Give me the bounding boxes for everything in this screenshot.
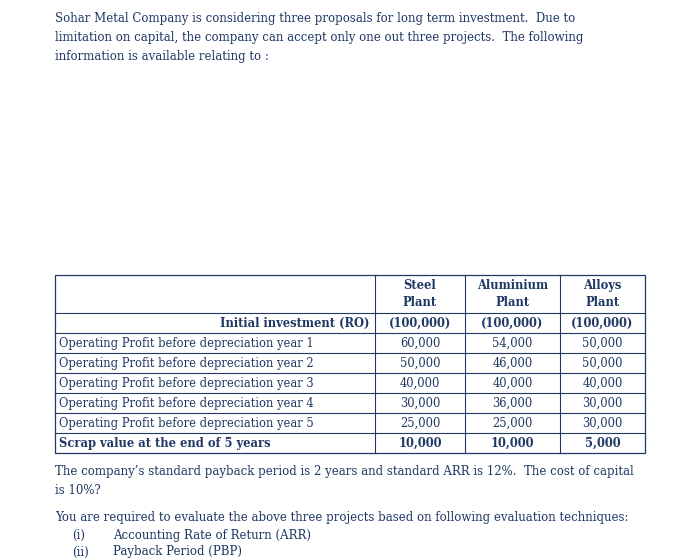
Text: Operating Profit before depreciation year 2: Operating Profit before depreciation yea…: [59, 357, 314, 370]
Text: Accounting Rate of Return (ARR): Accounting Rate of Return (ARR): [113, 529, 311, 542]
Text: 54,000: 54,000: [492, 337, 533, 349]
Text: Aluminium
Plant: Aluminium Plant: [477, 279, 548, 309]
Text: Operating Profit before depreciation year 3: Operating Profit before depreciation yea…: [59, 376, 314, 390]
Text: (ii): (ii): [72, 545, 89, 558]
Text: (100,000): (100,000): [482, 316, 544, 329]
Text: 10,000: 10,000: [398, 436, 442, 450]
Bar: [55, 275, 645, 453]
Text: 25,000: 25,000: [492, 417, 533, 430]
Text: 40,000: 40,000: [582, 376, 623, 390]
Text: 36,000: 36,000: [492, 396, 533, 409]
Text: (100,000): (100,000): [571, 316, 634, 329]
Text: Operating Profit before depreciation year 1: Operating Profit before depreciation yea…: [59, 337, 314, 349]
Text: You are required to evaluate the above three projects based on following evaluat: You are required to evaluate the above t…: [55, 511, 629, 524]
Text: Operating Profit before depreciation year 5: Operating Profit before depreciation yea…: [59, 417, 314, 430]
Text: 40,000: 40,000: [492, 376, 533, 390]
Text: 60,000: 60,000: [400, 337, 440, 349]
Text: Alloys
Plant: Alloys Plant: [583, 279, 622, 309]
Text: 50,000: 50,000: [400, 357, 440, 370]
Text: 50,000: 50,000: [582, 337, 623, 349]
Text: 30,000: 30,000: [582, 417, 623, 430]
Text: Payback Period (PBP): Payback Period (PBP): [113, 545, 242, 558]
Text: The company’s standard payback period is 2 years and standard ARR is 12%.  The c: The company’s standard payback period is…: [55, 465, 634, 497]
Text: 50,000: 50,000: [582, 357, 623, 370]
Text: 46,000: 46,000: [492, 357, 533, 370]
Text: Sohar Metal Company is considering three proposals for long term investment.  Du: Sohar Metal Company is considering three…: [55, 12, 583, 63]
Text: (i): (i): [72, 529, 85, 542]
Text: 25,000: 25,000: [400, 417, 440, 430]
Text: 40,000: 40,000: [400, 376, 440, 390]
Text: Scrap value at the end of 5 years: Scrap value at the end of 5 years: [59, 436, 271, 450]
Text: 30,000: 30,000: [400, 396, 440, 409]
Text: Steel
Plant: Steel Plant: [403, 279, 437, 309]
Text: 30,000: 30,000: [582, 396, 623, 409]
Text: 5,000: 5,000: [584, 436, 620, 450]
Text: 10,000: 10,000: [491, 436, 534, 450]
Text: Operating Profit before depreciation year 4: Operating Profit before depreciation yea…: [59, 396, 314, 409]
Text: (100,000): (100,000): [389, 316, 452, 329]
Text: Initial investment (RO): Initial investment (RO): [220, 316, 369, 329]
